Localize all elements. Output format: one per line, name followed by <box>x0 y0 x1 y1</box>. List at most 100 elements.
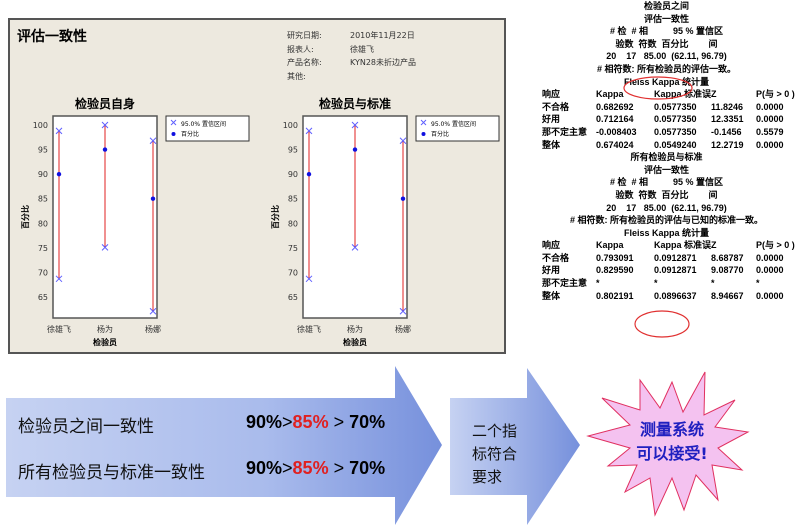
stats-cell: 0.0000 <box>756 252 784 263</box>
stats-cell: -0.008403 <box>596 126 637 137</box>
stats-cell: 9.08770 <box>711 265 744 276</box>
stats-title: 检验员之间 <box>643 1 689 11</box>
ci-marker <box>399 307 407 315</box>
y-tick-label: 95 <box>288 146 298 155</box>
legend-percent-icon <box>421 132 426 136</box>
stats-cell: Z <box>711 240 717 251</box>
stats-cell: Kappa 标准误 <box>654 89 712 100</box>
y-tick-label: 75 <box>38 244 48 253</box>
stats-cell: P(与 > 0 ) <box>756 240 795 251</box>
y-tick-label: 100 <box>283 121 298 130</box>
stats-cell: * <box>596 278 600 289</box>
stats-cell: 0.0912871 <box>654 265 697 276</box>
y-tick-label: 70 <box>288 268 298 277</box>
stats-cell: 12.3351 <box>711 114 744 125</box>
info-row: 报表人: 徐雄飞 <box>287 44 374 54</box>
stats-row: 不合格 0.793091 0.0912871 8.68787 0.0000 <box>530 252 803 265</box>
stats-header-row: 响应 Kappa Kappa 标准误 Z P(与 > 0 ) <box>530 239 803 252</box>
stats-cell: 好用 <box>542 265 561 276</box>
x-axis-label: 检验员 <box>343 337 367 347</box>
stats-cell: 0.712164 <box>596 114 634 125</box>
legend-label: 95.0% 置信区间 <box>431 120 476 128</box>
legend-label: 95.0% 置信区间 <box>181 120 226 128</box>
stats-cell: 0.0549240 <box>654 139 697 150</box>
stats-cell: 8.94667 <box>711 290 744 301</box>
y-tick-label: 70 <box>38 268 48 277</box>
stats-h1: # 检 # 相 95 % 置信区 <box>609 26 724 37</box>
percent-marker <box>352 147 358 152</box>
ci-marker <box>101 121 109 129</box>
stats-h2: 验数 符数 百分比 间 <box>615 38 718 49</box>
stats-header-row: 响应 Kappa Kappa 标准误 Z P(与 > 0 ) <box>530 88 803 101</box>
stats-cell: 0.682692 <box>596 101 634 112</box>
stats-cell: 0.0577350 <box>654 126 697 137</box>
stats-row: 20 17 85.00 (62.11, 96.79) <box>606 51 727 62</box>
stats-cell: 0.0577350 <box>654 114 697 125</box>
percent-marker <box>102 147 108 152</box>
legend <box>415 115 500 142</box>
x-tick-label: 徐雄飞 <box>297 324 321 334</box>
x-tick-label: 杨娜 <box>145 324 161 334</box>
stats-cell: 那不定主意 <box>542 278 588 289</box>
stats-cell: * <box>756 278 760 289</box>
ci-marker <box>351 121 359 129</box>
small-arrow <box>450 368 580 525</box>
y-tick-label: 95 <box>38 146 48 155</box>
y-axis-label: 百分比 <box>270 205 280 229</box>
stats-sub: 评估一致性 <box>643 164 689 175</box>
stats-cell: 那不定主意 <box>542 126 588 137</box>
big-arrow <box>6 366 442 525</box>
ci-marker <box>305 275 313 283</box>
x-tick-label: 杨为 <box>347 324 363 334</box>
result-text: 测量系统 可以接受! <box>636 420 708 463</box>
x-tick-label: 杨为 <box>97 324 113 334</box>
stats-row: 整体 0.674024 0.0549240 12.2719 0.0000 <box>530 139 803 152</box>
stats-cell: 不合格 <box>542 252 570 263</box>
summary-graphic <box>6 366 750 525</box>
stats-note: # 相符数: 所有检验员的评估与已知的标准一致。 <box>569 215 763 226</box>
report-info: 研究日期: 2010年11月22日 报表人: 徐雄飞 产品名称: KYN28未折边产品… <box>287 29 416 83</box>
stats-row: 不合格 0.682692 0.0577350 11.8246 0.0000 <box>530 101 803 114</box>
info-row: 研究日期: 2010年11月22日 <box>287 31 415 40</box>
stats-cell: 0.0000 <box>756 139 784 150</box>
ci-marker <box>305 127 313 135</box>
info-row: 产品名称: KYN28未折边产品 <box>287 58 417 67</box>
chart-title: 检验员与标准 <box>319 96 391 111</box>
percent-marker <box>150 196 156 201</box>
stats-row: 整体 0.802191 0.0896637 8.94667 0.0000 <box>530 290 803 303</box>
y-tick-label: 65 <box>38 293 48 302</box>
x-tick-label: 徐雄飞 <box>47 324 71 334</box>
y-tick-label: 85 <box>288 195 298 204</box>
stats-cell: 0.802191 <box>596 290 634 301</box>
legend-percent-icon <box>171 132 176 136</box>
stats-cell: 响应 <box>542 89 561 100</box>
stats-cell: 0.0577350 <box>654 101 697 112</box>
stats-cell: 整体 <box>542 290 561 301</box>
stats-cell: 0.793091 <box>596 252 634 263</box>
starburst <box>586 371 750 517</box>
stats-cell: 0.0896637 <box>654 290 697 301</box>
stats-cell: 不合格 <box>542 101 570 112</box>
percent-marker <box>400 196 406 201</box>
ci-marker <box>55 127 63 135</box>
stats-title: 所有检验员与标准 <box>630 152 703 163</box>
legend-label: 百分比 <box>181 130 199 138</box>
stats-cell: -0.1456 <box>711 126 742 137</box>
summary-values: 90%>85% > 70% <box>246 412 386 432</box>
stats-cell: * <box>654 278 658 289</box>
ci-marker <box>351 244 359 251</box>
legend-label: 百分比 <box>431 130 449 138</box>
stats-cell: 整体 <box>542 139 561 150</box>
summary-values: 90%>85% > 70% <box>246 458 386 478</box>
y-tick-label: 80 <box>38 219 48 228</box>
stats-row: 好用 0.712164 0.0577350 12.3351 0.0000 <box>530 113 803 126</box>
stats-sub: 评估一致性 <box>643 13 689 24</box>
stats-note: # 相符数: 所有检验员的评估一致。 <box>596 63 736 74</box>
y-tick-label: 65 <box>288 293 298 302</box>
legend-ci-icon <box>420 119 427 126</box>
stats-h2: 验数 符数 百分比 间 <box>615 189 718 200</box>
stats-h1: # 检 # 相 95 % 置信区 <box>609 177 724 188</box>
stats-cell: 0.5579 <box>756 126 784 137</box>
middle-text: 二个指标符合要求 <box>472 422 518 486</box>
stats-cell: 0.0000 <box>756 265 784 276</box>
